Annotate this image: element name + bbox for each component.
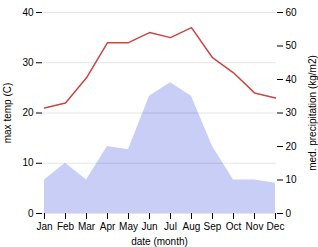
svg-text:0: 0	[286, 208, 292, 219]
svg-text:Aug: Aug	[183, 221, 201, 232]
svg-text:Mar: Mar	[78, 221, 96, 232]
svg-text:30: 30	[22, 57, 34, 68]
svg-text:40: 40	[22, 7, 34, 18]
svg-text:10: 10	[22, 157, 34, 168]
svg-text:60: 60	[286, 7, 298, 18]
svg-text:Sep: Sep	[204, 221, 222, 232]
svg-text:50: 50	[286, 40, 298, 51]
svg-text:Apr: Apr	[100, 221, 116, 232]
svg-text:Jul: Jul	[164, 221, 177, 232]
svg-text:Dec: Dec	[267, 221, 285, 232]
svg-text:20: 20	[22, 107, 34, 118]
svg-text:30: 30	[286, 107, 298, 118]
svg-text:Nov: Nov	[246, 221, 264, 232]
svg-text:0: 0	[28, 208, 34, 219]
svg-text:40: 40	[286, 74, 298, 85]
svg-text:Jan: Jan	[36, 221, 52, 232]
svg-text:max temp (C): max temp (C)	[2, 83, 13, 144]
svg-text:med. precipitation (kg/m2): med. precipitation (kg/m2)	[307, 55, 318, 171]
svg-text:May: May	[119, 221, 138, 232]
svg-text:Oct: Oct	[226, 221, 242, 232]
svg-text:Feb: Feb	[57, 221, 75, 232]
svg-text:20: 20	[286, 141, 298, 152]
svg-text:Jun: Jun	[141, 221, 157, 232]
svg-text:10: 10	[286, 174, 298, 185]
svg-text:date (month): date (month)	[131, 236, 188, 247]
